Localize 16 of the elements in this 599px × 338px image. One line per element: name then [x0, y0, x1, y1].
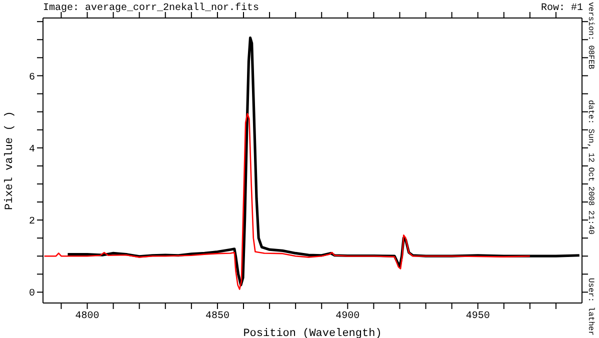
x-tick-label: 4900 — [336, 311, 360, 322]
x-tick-label: 4800 — [75, 311, 100, 322]
text: date: Sun, 12 Oct 2008 21:40 — [586, 100, 595, 234]
y-tick-label: 2 — [28, 216, 35, 228]
y-tick-label: 0 — [28, 288, 35, 300]
y-tick-label: 4 — [28, 144, 35, 156]
chart-title: Image: average_corr_2nekall_nor.fits — [43, 3, 260, 14]
x-tick-label: 4950 — [466, 311, 490, 322]
x-tick-label: 4850 — [205, 311, 230, 322]
line-series — [44, 112, 531, 290]
text: version: 08FEB — [586, 2, 595, 70]
y-axis-title: Pixel value ( ) — [4, 110, 16, 210]
y-tick-label: 6 — [28, 72, 35, 84]
text: User: lather — [586, 278, 595, 336]
text: Row: #1 — [540, 3, 583, 14]
x-axis-title: Position (Wavelength) — [243, 328, 382, 338]
